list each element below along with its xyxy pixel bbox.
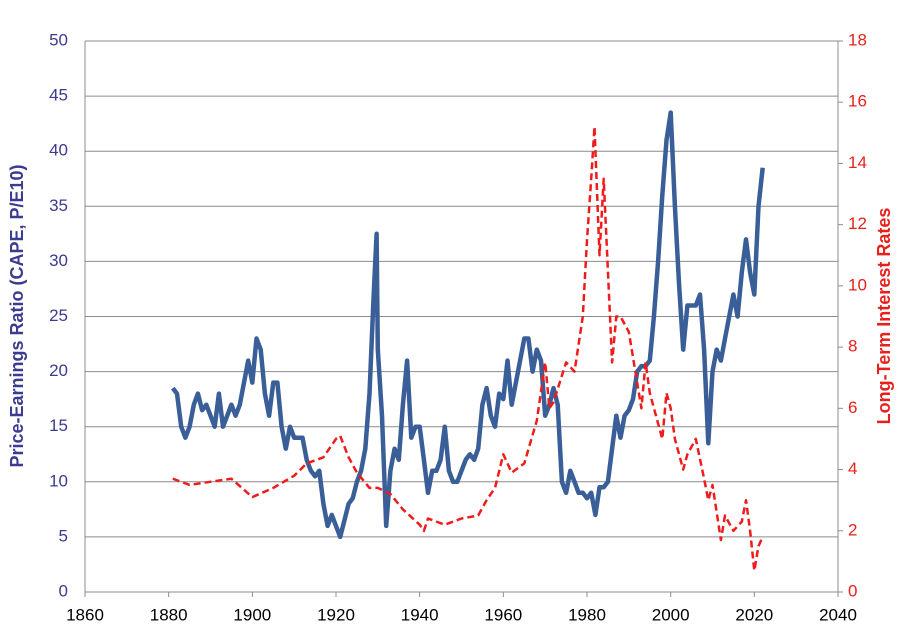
y2-tick-label: 8	[848, 337, 857, 356]
y2-tick-label: 14	[848, 153, 867, 172]
x-tick-label: 1860	[66, 605, 104, 624]
y-tick-label: 0	[59, 581, 68, 600]
x-tick-label: 2040	[819, 605, 857, 624]
y-tick-label: 40	[49, 141, 68, 160]
y2-tick-label: 2	[848, 520, 857, 539]
x-tick-label: 2000	[652, 605, 690, 624]
x-tick-label: 1960	[484, 605, 522, 624]
x-tick-label: 1980	[568, 605, 606, 624]
y-tick-label: 20	[49, 361, 68, 380]
y2-axis-label: Long-Term Interest Rates	[874, 208, 894, 425]
data-line	[171, 110, 765, 540]
x-tick-label: 1920	[317, 605, 355, 624]
x-tick-label: 1900	[233, 605, 271, 624]
y-tick-label: 5	[59, 526, 68, 545]
x-tick-label: 2020	[735, 605, 773, 624]
y-tick-label: 25	[49, 306, 68, 325]
x-tick-label: 1940	[401, 605, 439, 624]
y-tick-label: 30	[49, 251, 68, 270]
y-tick-label: 35	[49, 196, 68, 215]
y2-tick-label: 0	[848, 581, 857, 600]
y-tick-label: 45	[49, 86, 68, 105]
y2-tick-label: 10	[848, 275, 867, 294]
y-tick-label: 15	[49, 416, 68, 435]
y2-tick-label: 4	[848, 459, 857, 478]
data-line	[172, 125, 764, 572]
y-tick-label: 50	[49, 30, 68, 49]
y2-tick-label: 6	[848, 398, 857, 417]
y-tick-label: 10	[49, 471, 68, 490]
y2-tick-label: 12	[848, 214, 867, 233]
y-axis-label: Price-Earnings Ratio (CAPE, P/E10)	[7, 164, 27, 467]
x-tick-label: 1880	[150, 605, 188, 624]
y2-tick-label: 18	[848, 30, 867, 49]
y2-tick-label: 16	[848, 92, 867, 111]
